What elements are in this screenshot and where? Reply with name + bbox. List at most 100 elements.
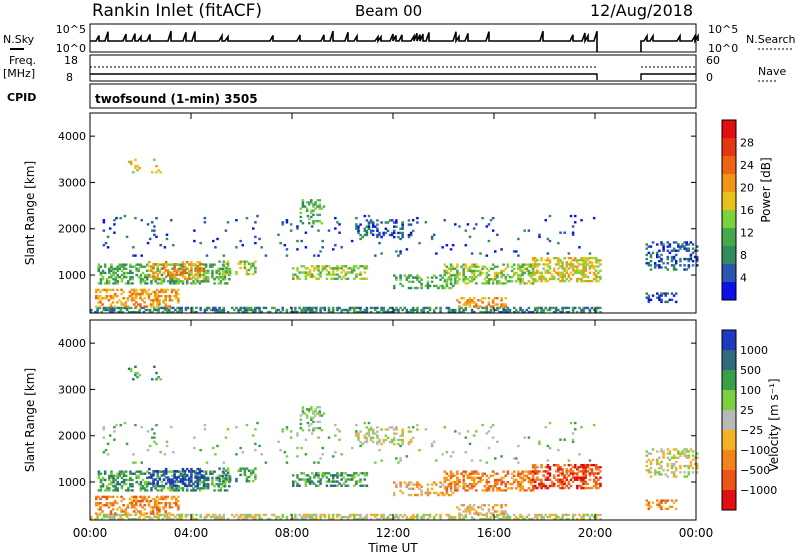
power-cell	[679, 264, 682, 267]
power-cell	[521, 310, 524, 314]
power-cell	[114, 267, 117, 271]
velocity-cell	[222, 515, 226, 519]
velocity-cell	[430, 483, 434, 486]
power-cell	[561, 271, 564, 274]
power-cell	[204, 263, 208, 266]
velocity-cell	[179, 487, 183, 490]
velocity-cell	[696, 464, 699, 468]
velocity-cell	[169, 470, 172, 473]
power-cell	[531, 280, 535, 283]
colorbar-tick-label: 24	[740, 159, 754, 172]
velocity-cell	[582, 517, 585, 521]
velocity-cell	[472, 504, 476, 507]
nsky-tick-top: 10^5	[56, 23, 86, 36]
power-cell	[397, 231, 400, 235]
colorbar-tick-label: 1000	[740, 344, 768, 357]
power-cell	[224, 272, 228, 276]
power-cell	[219, 267, 223, 271]
power-cell	[517, 267, 520, 271]
power-cell	[129, 265, 132, 268]
velocity-cell	[303, 412, 307, 415]
velocity-cell	[677, 450, 680, 453]
power-cell	[101, 271, 105, 275]
power-cell	[228, 270, 232, 274]
velocity-cell	[504, 482, 508, 486]
velocity-cell	[317, 474, 320, 477]
power-cell	[160, 282, 164, 285]
velocity-cell	[226, 471, 230, 475]
velocity-cell	[666, 462, 670, 466]
velocity-cell	[491, 487, 495, 490]
velocity-cell	[561, 472, 564, 475]
velocity-cell	[336, 480, 339, 483]
power-cell	[235, 219, 238, 222]
velocity-cell	[304, 480, 308, 483]
power-cell	[571, 269, 575, 272]
power-cell	[310, 306, 314, 310]
power-cell	[152, 275, 155, 278]
power-cell	[115, 306, 118, 310]
power-cell	[151, 305, 155, 308]
power-cell	[160, 280, 164, 283]
velocity-cell	[584, 480, 587, 484]
velocity-cell	[317, 461, 320, 464]
power-cell	[561, 279, 564, 283]
velocity-cell	[158, 476, 162, 480]
velocity-cell	[401, 428, 404, 431]
power-cell	[595, 256, 598, 260]
velocity-cell	[129, 369, 133, 373]
power-cell	[135, 288, 138, 292]
power-cell	[135, 273, 138, 277]
velocity-cell	[179, 470, 183, 473]
velocity-cell	[151, 517, 154, 521]
velocity-cell	[281, 515, 284, 519]
velocity-cell	[211, 480, 214, 484]
velocity-cell	[645, 503, 649, 506]
velocity-cell	[97, 501, 100, 505]
power-cell	[365, 225, 369, 228]
power-cell	[296, 267, 299, 270]
velocity-cell	[588, 463, 592, 467]
velocity-cell	[411, 517, 415, 521]
velocity-cell	[103, 495, 106, 499]
velocity-cell	[158, 510, 161, 513]
power-cell	[376, 219, 379, 222]
velocity-cell	[464, 515, 468, 519]
power-cell	[449, 310, 453, 314]
velocity-cell	[359, 513, 362, 517]
velocity-cell	[359, 440, 362, 444]
velocity-cell	[407, 430, 411, 433]
power-cell	[542, 308, 545, 312]
velocity-cell	[672, 456, 676, 459]
velocity-cell	[214, 453, 217, 456]
power-cell	[430, 280, 434, 283]
velocity-cell	[99, 472, 103, 475]
velocity-cell	[470, 487, 474, 490]
power-cell	[112, 278, 115, 281]
velocity-cell	[130, 506, 134, 509]
power-cell	[487, 301, 491, 304]
power-cell	[185, 260, 189, 264]
power-cell	[243, 308, 247, 312]
velocity-cell	[175, 497, 178, 501]
velocity-cell	[683, 448, 686, 451]
velocity-cell	[200, 476, 204, 479]
power-cell	[405, 248, 409, 251]
power-cell	[533, 273, 537, 277]
power-cell	[314, 203, 317, 206]
velocity-cell	[168, 512, 172, 515]
velocity-cell	[254, 467, 257, 470]
velocity-cell	[472, 434, 476, 437]
power-cell	[191, 306, 194, 310]
power-cell	[462, 278, 465, 281]
power-cell	[531, 277, 535, 281]
power-cell	[357, 231, 360, 235]
power-cell	[195, 306, 198, 310]
velocity-cell	[557, 468, 560, 471]
colorbar-swatch	[722, 330, 736, 351]
velocity-cell	[454, 487, 457, 490]
velocity-cell	[194, 472, 197, 475]
velocity-cell	[393, 438, 396, 442]
velocity-cell	[595, 468, 598, 471]
